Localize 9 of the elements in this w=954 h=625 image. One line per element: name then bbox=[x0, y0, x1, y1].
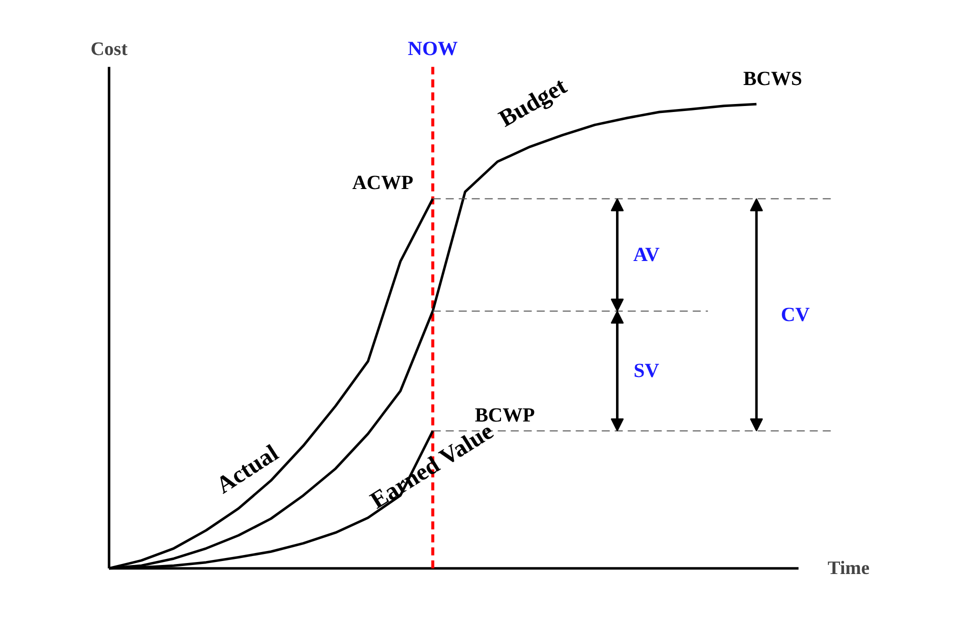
annotation: SV bbox=[634, 360, 660, 382]
annotation: CV bbox=[780, 304, 810, 326]
x-axis-title: Time bbox=[828, 558, 870, 579]
annotation: AV bbox=[633, 244, 660, 266]
annotation: BCWP bbox=[474, 404, 535, 426]
annotation: ACWP bbox=[352, 172, 414, 194]
text: NOW bbox=[408, 38, 458, 60]
y-axis-title: Cost bbox=[90, 38, 128, 60]
text: BCWS bbox=[743, 68, 802, 90]
